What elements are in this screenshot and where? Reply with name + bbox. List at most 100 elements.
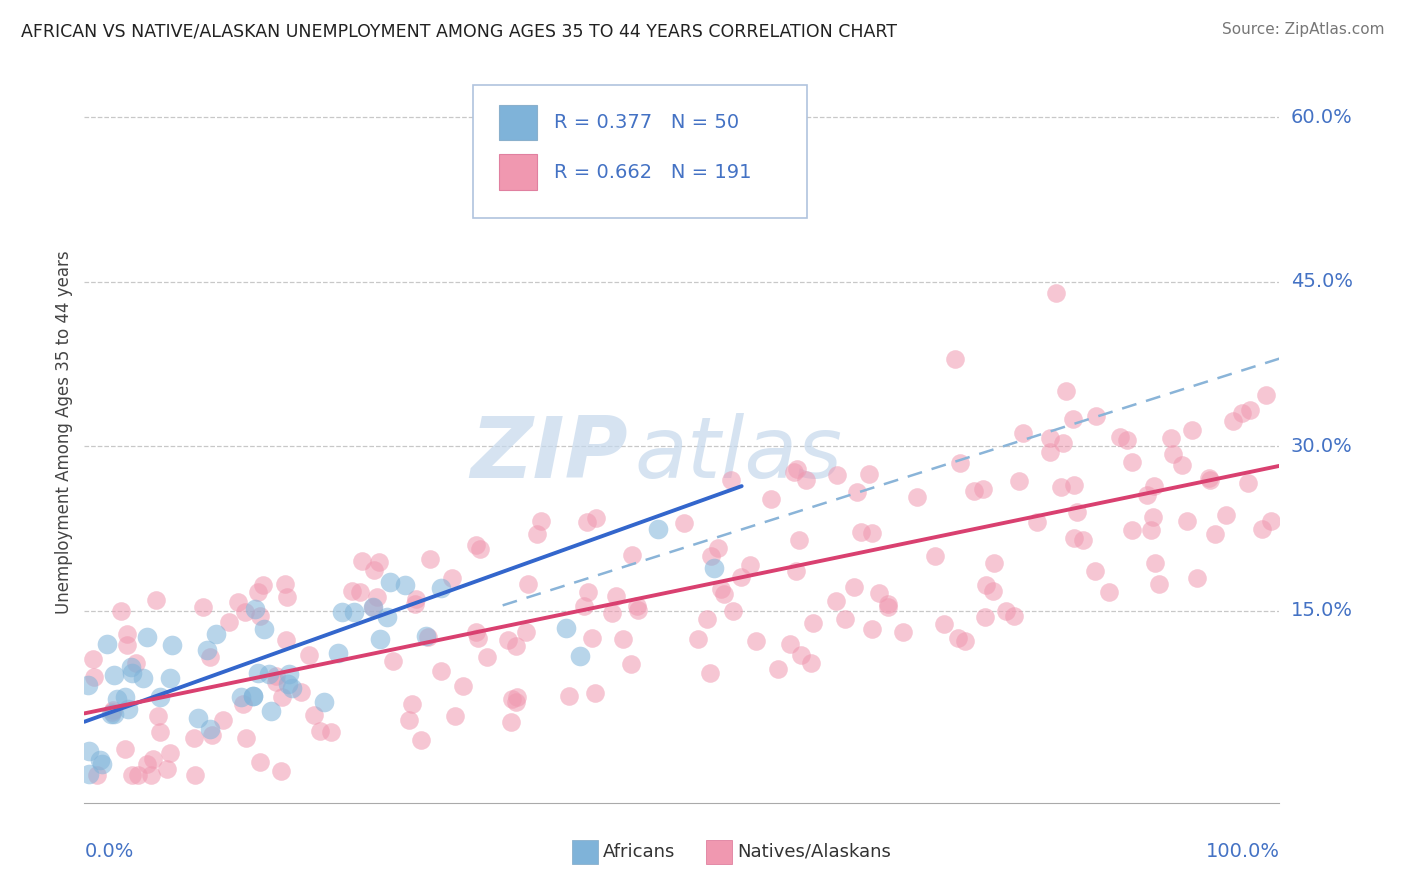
Point xyxy=(103,668,125,682)
Bar xyxy=(706,840,733,863)
Point xyxy=(89,753,111,767)
Point xyxy=(1066,505,1088,519)
Point xyxy=(218,615,240,629)
Point xyxy=(264,675,287,690)
Point xyxy=(1025,515,1047,529)
Point xyxy=(278,666,301,681)
Point xyxy=(363,563,385,577)
Text: R = 0.377   N = 50: R = 0.377 N = 50 xyxy=(554,113,740,132)
Point xyxy=(211,713,233,727)
Point xyxy=(1181,424,1204,438)
Point xyxy=(451,679,474,693)
Point xyxy=(1052,436,1074,450)
Point xyxy=(740,558,762,572)
Point xyxy=(1175,515,1198,529)
Bar xyxy=(572,840,599,863)
Point xyxy=(304,708,326,723)
Point xyxy=(115,627,138,641)
Point xyxy=(298,648,321,663)
Point xyxy=(699,665,721,680)
Point xyxy=(242,689,264,703)
Point xyxy=(114,742,136,756)
Point xyxy=(444,708,467,723)
Point xyxy=(136,630,159,644)
Point xyxy=(1185,571,1208,585)
Point xyxy=(270,764,292,779)
Point xyxy=(252,577,274,591)
Point xyxy=(290,685,312,699)
Point xyxy=(361,599,384,614)
Point xyxy=(851,524,873,539)
Point xyxy=(768,662,790,676)
Point xyxy=(526,527,548,541)
Point xyxy=(82,651,104,665)
Point xyxy=(673,516,696,530)
Point xyxy=(730,570,752,584)
Point xyxy=(860,622,883,636)
Point xyxy=(581,632,603,646)
Point xyxy=(1054,384,1077,399)
Point xyxy=(1204,526,1226,541)
Point xyxy=(274,576,297,591)
Point xyxy=(229,690,252,704)
Point xyxy=(721,604,744,618)
Point xyxy=(949,456,972,470)
Point xyxy=(349,585,371,599)
Point xyxy=(145,592,167,607)
Point xyxy=(1012,425,1035,440)
Point xyxy=(101,706,124,720)
Point xyxy=(366,590,388,604)
Point xyxy=(1139,524,1161,538)
Point xyxy=(1071,533,1094,547)
Point xyxy=(627,602,650,616)
Point xyxy=(1254,388,1277,402)
Point xyxy=(696,612,718,626)
Point xyxy=(159,746,181,760)
Point xyxy=(242,689,264,703)
Point xyxy=(1149,576,1171,591)
Point xyxy=(1039,445,1062,459)
Point xyxy=(600,607,623,621)
Point xyxy=(995,603,1018,617)
Point xyxy=(103,706,125,721)
Point xyxy=(924,549,946,564)
Point xyxy=(612,632,634,646)
Point xyxy=(1215,508,1237,523)
FancyBboxPatch shape xyxy=(472,85,807,218)
Point xyxy=(475,650,498,665)
Point xyxy=(1002,609,1025,624)
Point xyxy=(1142,510,1164,524)
Point xyxy=(1084,564,1107,578)
Point xyxy=(184,768,207,782)
Point xyxy=(501,691,523,706)
Point xyxy=(368,632,391,646)
Point xyxy=(127,768,149,782)
Point xyxy=(136,757,159,772)
Point xyxy=(1236,476,1258,491)
Point xyxy=(430,581,453,595)
Point xyxy=(858,467,880,482)
Point xyxy=(429,664,451,678)
Point xyxy=(963,484,986,499)
Point xyxy=(783,465,806,479)
Point xyxy=(515,624,537,639)
Point xyxy=(120,660,142,674)
Point xyxy=(276,632,298,647)
Point xyxy=(247,585,270,599)
Point xyxy=(785,564,807,578)
Point xyxy=(394,578,416,592)
Point xyxy=(834,612,856,626)
Point xyxy=(465,538,488,552)
Point xyxy=(1260,514,1282,528)
Point xyxy=(183,731,205,746)
Point xyxy=(1171,458,1194,472)
Point xyxy=(576,584,599,599)
Point xyxy=(276,590,298,604)
Point xyxy=(1008,474,1031,488)
Point xyxy=(117,702,139,716)
Point xyxy=(585,511,607,525)
Point xyxy=(575,165,598,179)
Point xyxy=(90,757,112,772)
Point xyxy=(352,554,374,568)
Text: 15.0%: 15.0% xyxy=(1291,601,1353,620)
